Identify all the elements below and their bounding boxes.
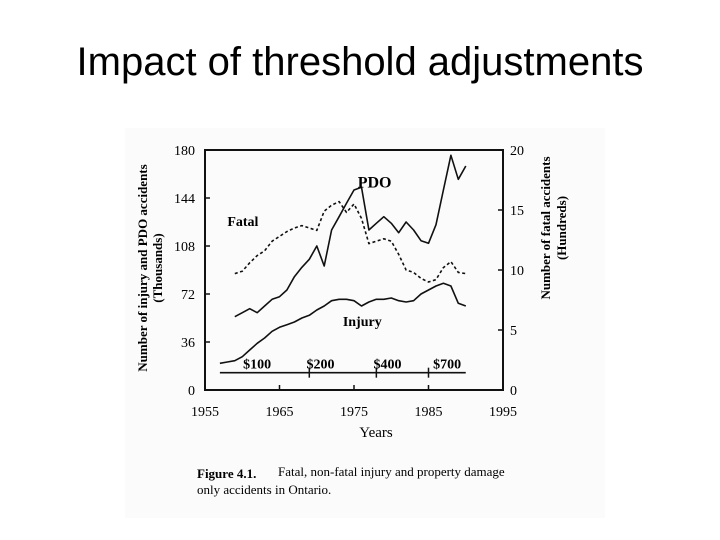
y-right-tick-label: 10 (510, 264, 524, 279)
caption-text: Fatal, non-fatal injury and property dam… (278, 464, 505, 479)
y-right-tick-label: 20 (510, 144, 524, 159)
series-line-pdo (234, 154, 467, 318)
slide-title: Impact of threshold adjustments (76, 40, 644, 84)
dual-axis-line-chart: 0 36 72 108 144 180 0 5 10 15 20 1955 1965 1975 1985 19… (135, 144, 569, 497)
x-tick-label: 1955 (191, 405, 219, 420)
series-line-fatal (234, 200, 466, 283)
x-tick-label: 1985 (415, 405, 443, 420)
x-tick-label: 1995 (489, 405, 517, 420)
y-left-tick-label: 0 (188, 384, 195, 399)
series-line-injury (219, 282, 467, 365)
x-axis-label: Years (359, 425, 393, 441)
y-axis-left-unit: (Thousands) (150, 233, 165, 302)
y-right-tick-label: 15 (510, 204, 524, 219)
y-left-tick-label: 180 (174, 144, 195, 159)
y-left-tick-label: 36 (181, 336, 195, 351)
threshold-label: $700 (433, 358, 461, 373)
y-axis-right-unit: (Hundreds) (554, 196, 569, 260)
x-tick-label: 1975 (340, 405, 368, 420)
pdo-series-label: PDO (358, 174, 392, 191)
y-right-tick-label: 5 (510, 324, 517, 339)
caption-text-2: only accidents in Ontario. (197, 482, 331, 497)
fatal-series-label: Fatal (227, 215, 258, 230)
scanned-figure: 0 36 72 108 144 180 0 5 10 15 20 1955 1965 1975 1985 19… (125, 128, 605, 518)
y-left-tick-label: 72 (181, 288, 195, 303)
y-axis-left-label: Number of injury and PDO accidents (135, 164, 150, 371)
threshold-label: $400 (374, 358, 402, 373)
plot-frame (204, 149, 504, 391)
threshold-label: $100 (243, 358, 271, 373)
y-axis-right-label: Number of fatal accidents (538, 156, 553, 299)
y-left-tick-label: 144 (174, 192, 195, 207)
threshold-label: $200 (306, 358, 334, 373)
caption-label: Figure 4.1. (197, 466, 256, 481)
y-left-tick-label: 108 (174, 240, 195, 255)
y-right-tick-label: 0 (510, 384, 517, 399)
injury-series-label: Injury (343, 315, 382, 330)
x-tick-label: 1965 (266, 405, 294, 420)
